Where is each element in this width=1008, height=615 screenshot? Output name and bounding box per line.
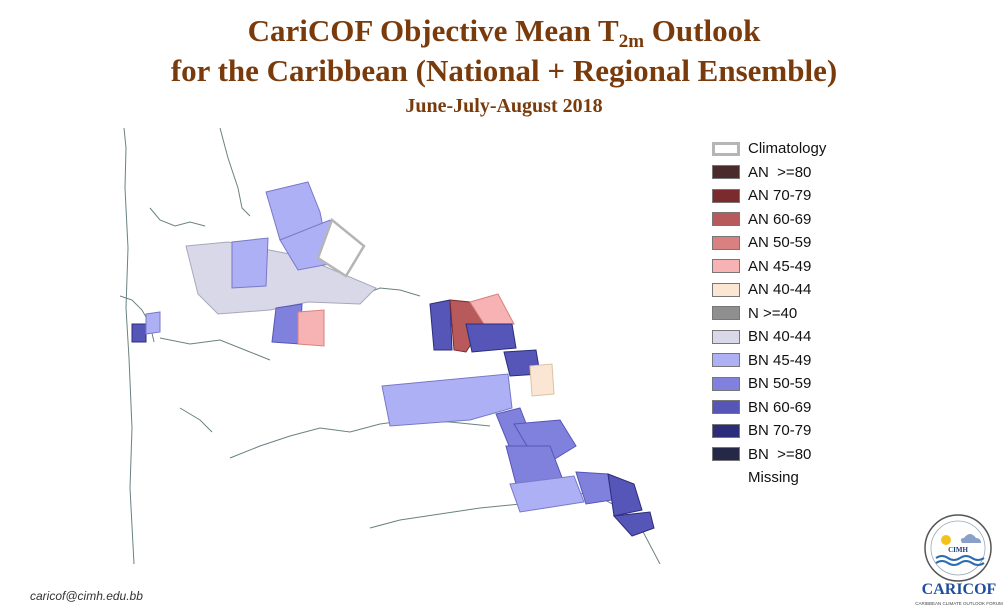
legend-item-an-40-44: AN 40-44 [712, 278, 826, 302]
legend-label: BN 50-59 [748, 375, 812, 393]
legend-swatch [712, 423, 740, 438]
coast-central-america [123, 127, 135, 565]
legend-swatch [712, 353, 740, 368]
legend-item-bn-60-69: BN 60-69 [712, 396, 826, 420]
legend-swatch [712, 471, 740, 485]
legend-label: AN 45-49 [748, 257, 812, 275]
map-canvas [119, 127, 661, 565]
legend-item-missing: Missing [712, 466, 826, 490]
coast-honduras [159, 337, 271, 361]
region-turks-climatology [316, 217, 366, 278]
legend: Climatology AN >=80 AN 70-79 AN 60-69 AN… [712, 137, 826, 490]
legend-item-an-80: AN >=80 [712, 161, 826, 185]
region-belize-north-bn-45-49 [145, 311, 161, 335]
region-cayman-bn-45-49 [231, 237, 269, 289]
legend-swatch [712, 306, 740, 321]
svg-text:CIMH: CIMH [948, 546, 968, 554]
legend-swatch [712, 212, 740, 227]
legend-swatch [712, 400, 740, 415]
title-subscript: 2m [618, 31, 645, 52]
legend-swatch [712, 282, 740, 297]
region-french-guiana-bn-60-69 [607, 473, 643, 517]
region-barbados-an-40-44 [529, 363, 555, 397]
legend-label: Climatology [748, 140, 827, 158]
legend-swatch [712, 259, 740, 274]
title-suffix: Outlook [644, 13, 761, 48]
legend-swatch [712, 165, 740, 180]
legend-item-bn-70-79: BN 70-79 [712, 419, 826, 443]
svg-text:CARICOF: CARICOF [922, 581, 997, 598]
region-belize-bn-60-69 [131, 323, 147, 343]
contact-email[interactable]: caricof@cimh.edu.bb [30, 589, 143, 603]
legend-label: BN 45-49 [748, 351, 812, 369]
outlook-map [119, 127, 672, 565]
legend-swatch [712, 188, 740, 203]
legend-swatch [712, 329, 740, 344]
cimh-logo-icon: CIMH CARICOF CARIBBEAN CLIMATE OUTLOOK F… [915, 514, 1003, 606]
legend-item-bn-50-59: BN 50-59 [712, 372, 826, 396]
region-guadeloupe-bn-60-69 [465, 323, 517, 353]
legend-item-climatology: Climatology [712, 137, 826, 161]
legend-label: AN 70-79 [748, 187, 812, 205]
legend-label: AN 60-69 [748, 210, 812, 228]
legend-item-an-70-79: AN 70-79 [712, 184, 826, 208]
legend-label: BN 60-69 [748, 398, 812, 416]
region-french-guiana-south-bn-60-69 [612, 511, 655, 537]
map-subtitle: June-July-August 2018 [405, 95, 603, 117]
svg-text:CARIBBEAN CLIMATE OUTLOOK FORU: CARIBBEAN CLIMATE OUTLOOK FORUM [915, 601, 1003, 606]
region-prvi-bn-60-69 [429, 299, 453, 351]
legend-swatch [712, 235, 740, 250]
coast-south-america [229, 419, 491, 459]
legend-label: BN >=80 [748, 445, 812, 463]
legend-label: AN 40-44 [748, 281, 812, 299]
legend-item-an-50-59: AN 50-59 [712, 231, 826, 255]
map-title-line2: for the Caribbean (National + Regional E… [170, 53, 838, 88]
legend-label: BN 70-79 [748, 422, 812, 440]
legend-label: BN 40-44 [748, 328, 812, 346]
legend-item-an-60-69: AN 60-69 [712, 208, 826, 232]
caricof-logo: CIMH CARICOF CARIBBEAN CLIMATE OUTLOOK F… [910, 510, 1008, 610]
legend-item-bn-40-44: BN 40-44 [712, 325, 826, 349]
title-block: CariCOF Objective Mean T2m Outlook for t… [0, 10, 1008, 120]
coast-gulf [149, 207, 206, 227]
legend-label: Missing [748, 469, 799, 487]
legend-item-n-40: N >=40 [712, 302, 826, 326]
legend-item-bn-45-49: BN 45-49 [712, 349, 826, 373]
region-abc-islands-bn-45-49 [381, 373, 513, 427]
legend-item-bn-80: BN >=80 [712, 443, 826, 467]
map-title: CariCOF Objective Mean T2m Outlook [0, 10, 1008, 52]
legend-swatch [712, 141, 740, 156]
legend-swatch [712, 376, 740, 391]
region-jamaica-south-an-45-49 [297, 309, 325, 347]
legend-label: N >=40 [748, 304, 798, 322]
region-guyana-south-bn-45-49 [509, 475, 585, 513]
coast-florida [219, 127, 251, 217]
legend-swatch [712, 447, 740, 462]
legend-label: AN 50-59 [748, 234, 812, 252]
legend-item-an-45-49: AN 45-49 [712, 255, 826, 279]
region-antigua-an-45-49 [469, 293, 515, 325]
legend-label: AN >=80 [748, 163, 812, 181]
title-prefix: CariCOF Objective Mean T [247, 13, 619, 48]
coast-nicaragua [179, 407, 213, 433]
